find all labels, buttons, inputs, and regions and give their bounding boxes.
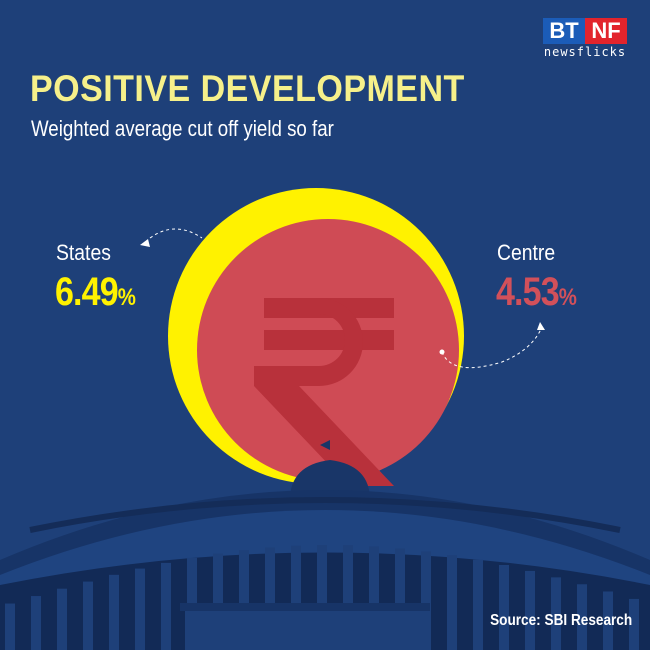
column: [525, 570, 535, 650]
column: [161, 562, 171, 650]
column: [499, 564, 509, 650]
column: [395, 548, 405, 650]
column: [135, 568, 145, 650]
column: [291, 545, 301, 650]
column: [343, 545, 353, 650]
column: [265, 547, 275, 650]
column: [577, 584, 587, 650]
column: [369, 546, 379, 650]
rupee-icon: [254, 298, 394, 486]
column: [421, 551, 431, 650]
column: [5, 603, 15, 650]
column: [629, 598, 639, 650]
source-note: Source: SBI Research: [489, 612, 632, 629]
column: [551, 577, 561, 650]
centre-value: 4.53%: [496, 270, 577, 314]
column: [447, 555, 457, 650]
states-label: States: [56, 240, 111, 265]
logo-subtitle: newsflicks: [543, 45, 627, 59]
column: [317, 545, 327, 650]
column: [83, 581, 93, 650]
logo-bt: BT: [543, 18, 585, 44]
arrow-icon: [140, 239, 150, 247]
column: [31, 596, 41, 650]
column: [473, 559, 483, 650]
column: [57, 588, 67, 650]
arrow-icon: [537, 322, 545, 330]
parliament-illustration: [0, 440, 650, 650]
page-title: POSITIVE DEVELOPMENT: [30, 68, 465, 109]
column: [239, 550, 249, 650]
column: [213, 553, 223, 650]
column: [603, 591, 613, 650]
centre-label: Centre: [497, 240, 556, 265]
logo-nf: NF: [585, 18, 627, 44]
column: [109, 574, 119, 650]
states-value: 6.49%: [55, 270, 136, 314]
brand-logo: BT NF newsflicks: [543, 18, 627, 59]
page-subtitle: Weighted average cut off yield so far: [31, 116, 334, 141]
